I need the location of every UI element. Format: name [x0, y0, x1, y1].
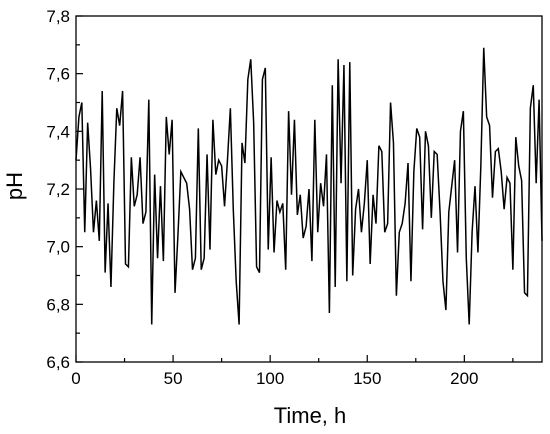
y-tick-label: 6,6: [46, 353, 70, 372]
y-axis-title: pH: [2, 172, 27, 200]
x-tick-label: 0: [71, 369, 80, 388]
y-tick-label: 7,6: [46, 65, 70, 84]
x-tick-label: 100: [256, 369, 284, 388]
y-tick-label: 7,0: [46, 238, 70, 257]
x-tick-label: 200: [450, 369, 478, 388]
y-tick-label: 7,2: [46, 180, 70, 199]
y-tick-label: 7,8: [46, 7, 70, 26]
x-tick-label: 50: [164, 369, 183, 388]
ph-series-line: [75, 47, 543, 325]
x-axis-title: Time, h: [274, 403, 347, 428]
y-tick-label: 7,4: [46, 122, 70, 141]
x-tick-label: 150: [353, 369, 381, 388]
y-tick-label: 6,8: [46, 295, 70, 314]
